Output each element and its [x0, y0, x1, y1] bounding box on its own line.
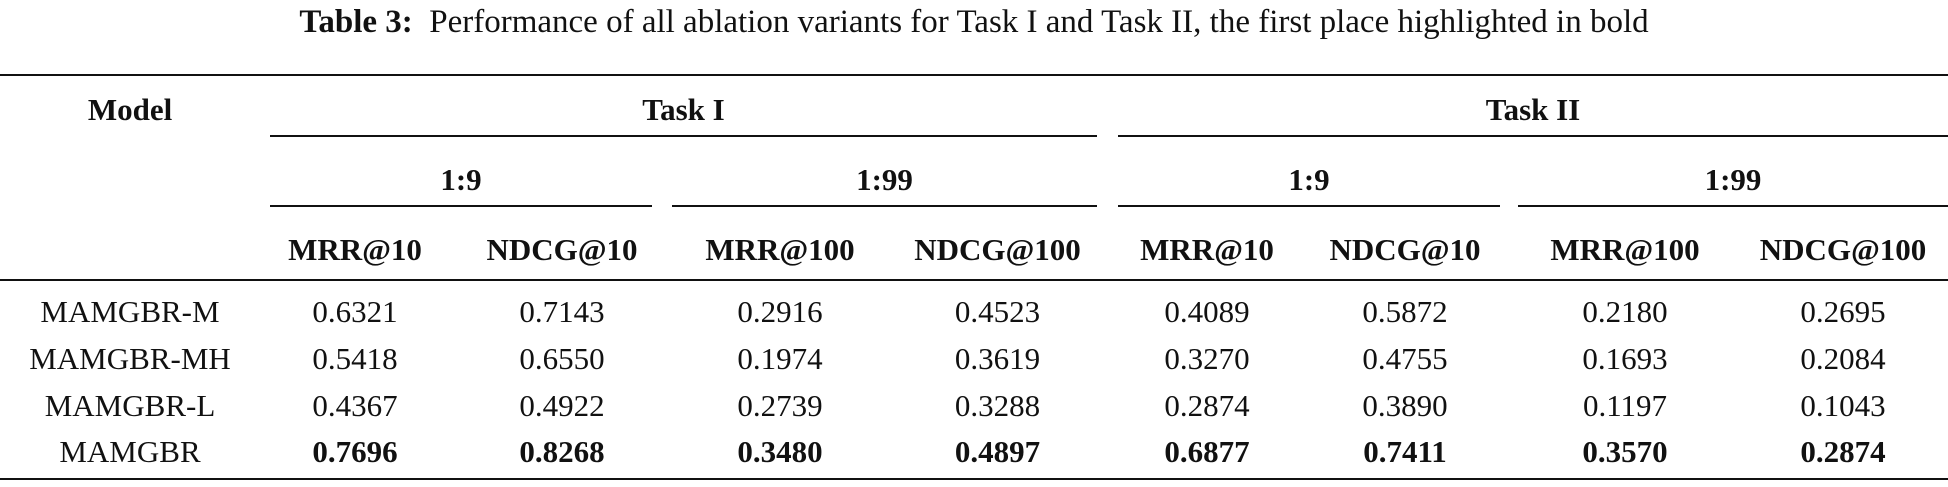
table-cell: 0.6877: [1164, 434, 1250, 469]
table-cell: 0.5418: [312, 341, 398, 376]
table-cell: 0.4367: [312, 388, 398, 423]
metric-header: MRR@10: [1140, 232, 1274, 267]
table-row-model: MAMGBR-MH: [29, 341, 231, 376]
table-cell: 0.4755: [1362, 341, 1448, 376]
ratio-header-task1-1-9: 1:9: [440, 162, 482, 197]
table-cell: 0.2916: [737, 294, 823, 329]
ratio-underline-2: [672, 205, 1097, 207]
table-cell: 0.3480: [737, 434, 823, 469]
table-bottom-rule: [0, 478, 1948, 480]
table-cell: 0.5872: [1362, 294, 1448, 329]
ratio-underline-3: [1118, 205, 1500, 207]
table-cell: 0.2695: [1800, 294, 1886, 329]
metric-header: NDCG@100: [1759, 232, 1927, 267]
table-cell: 0.8268: [519, 434, 605, 469]
metric-header: MRR@100: [705, 232, 855, 267]
table-cell: 0.1974: [737, 341, 823, 376]
ratio-header-task2-1-9: 1:9: [1288, 162, 1330, 197]
task-header-2: Task II: [1485, 92, 1581, 127]
ratio-underline-4: [1518, 205, 1948, 207]
table-cell: 0.6321: [312, 294, 398, 329]
table-cell: 0.7143: [519, 294, 605, 329]
metric-header: NDCG@10: [1329, 232, 1481, 267]
task-header-1: Task I: [642, 92, 725, 127]
table-cell: 0.4089: [1164, 294, 1250, 329]
table-cell: 0.3890: [1362, 388, 1448, 423]
table-cell: 0.1043: [1800, 388, 1886, 423]
table-cell: 0.2739: [737, 388, 823, 423]
table-caption: Table 3: Performance of all ablation var…: [0, 0, 1948, 44]
metric-header: MRR@10: [288, 232, 422, 267]
table-row-model: MAMGBR: [59, 434, 201, 469]
table-top-rule: [0, 74, 1948, 76]
model-header: Model: [87, 92, 173, 127]
table-cell: 0.1197: [1582, 388, 1668, 423]
table-cell: 0.2874: [1164, 388, 1250, 423]
table-cell: 0.2874: [1800, 434, 1886, 469]
metric-header: NDCG@100: [914, 232, 1081, 267]
table-cell: 0.2084: [1800, 341, 1886, 376]
table-cell: 0.4922: [519, 388, 605, 423]
table-row-model: MAMGBR-M: [40, 294, 220, 329]
ratio-header-task1-1-99: 1:99: [856, 162, 913, 197]
task-2-underline: [1118, 135, 1948, 137]
table-cell: 0.3619: [954, 341, 1041, 376]
metric-header: NDCG@10: [486, 232, 638, 267]
ratio-underline-1: [270, 205, 652, 207]
table-cell: 0.7411: [1363, 434, 1447, 469]
table-cell: 0.4523: [954, 294, 1041, 329]
table-cell: 0.6550: [519, 341, 605, 376]
table-cell: 0.4897: [954, 434, 1041, 469]
metric-header: MRR@100: [1550, 232, 1700, 267]
task-1-underline: [270, 135, 1097, 137]
table-cell: 0.3270: [1164, 341, 1250, 376]
table-cell: 0.7696: [312, 434, 398, 469]
table-cell: 0.1693: [1582, 341, 1668, 376]
caption-text: Performance of all ablation variants for…: [429, 4, 1649, 40]
table-cell: 0.3288: [954, 388, 1041, 423]
caption-label: Table 3:: [299, 4, 413, 40]
table-row-model: MAMGBR-L: [44, 388, 216, 423]
ratio-header-task2-1-99: 1:99: [1704, 162, 1762, 197]
table-header-rule: [0, 279, 1948, 281]
table-cell: 0.3570: [1582, 434, 1668, 469]
table-cell: 0.2180: [1582, 294, 1668, 329]
